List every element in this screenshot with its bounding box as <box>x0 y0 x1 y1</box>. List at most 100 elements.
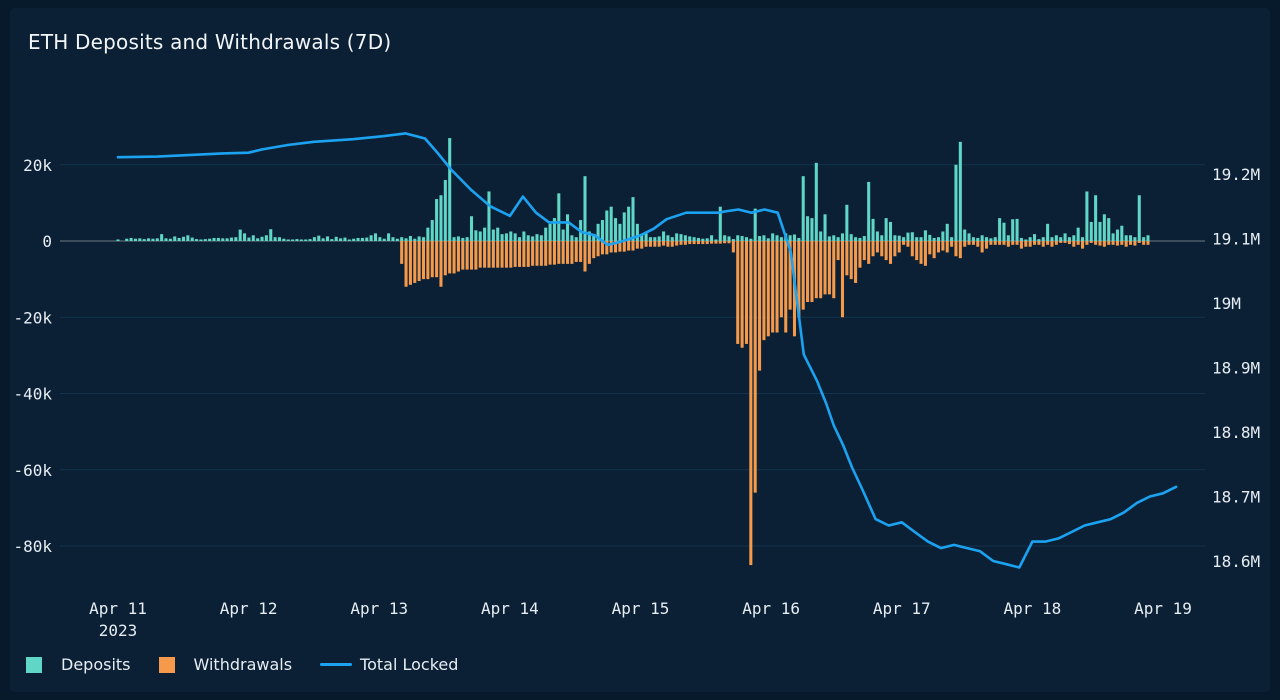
deposit-bar <box>522 231 526 241</box>
withdrawal-bar <box>936 241 941 253</box>
legend-label-deposits: Deposits <box>61 655 131 674</box>
withdrawal-bar <box>801 241 805 310</box>
withdrawal-bar <box>779 241 783 318</box>
deposit-bar <box>129 237 133 241</box>
withdrawal-bar <box>749 241 753 566</box>
withdrawal-bar <box>976 241 980 247</box>
deposit-bar <box>622 212 626 241</box>
withdrawal-bar <box>517 241 522 267</box>
deposit-bar <box>347 239 351 241</box>
deposit-bar <box>753 208 757 241</box>
withdrawal-bar <box>810 241 814 302</box>
withdrawal-bar <box>413 241 417 283</box>
deposit-bar <box>1142 237 1146 241</box>
y-left-tick-label: 0 <box>42 232 52 251</box>
deposit-bar <box>627 206 631 241</box>
withdrawal-bar <box>487 241 491 268</box>
withdrawal-bar <box>840 241 845 318</box>
deposit-bar <box>871 218 875 241</box>
deposit-bar <box>404 238 408 241</box>
withdrawal-bar <box>587 241 591 264</box>
withdrawal-bar <box>766 241 770 337</box>
withdrawal-bar <box>696 241 700 245</box>
withdrawal-bar <box>1054 241 1058 245</box>
withdrawal-bar <box>1032 241 1037 245</box>
withdrawal-bar <box>614 241 618 253</box>
deposit-bar <box>504 233 508 241</box>
withdrawal-bar <box>421 241 426 280</box>
withdrawal-bar <box>753 241 757 493</box>
deposit-bar <box>740 236 744 241</box>
deposits-swatch-icon <box>26 656 42 673</box>
deposit-bar <box>151 238 155 241</box>
deposit-bar <box>304 239 308 241</box>
withdrawal-bar <box>1089 241 1093 243</box>
withdrawal-bar <box>1046 241 1050 245</box>
legend-item-withdrawals[interactable]: Withdrawals <box>158 655 292 674</box>
chart-title: ETH Deposits and Withdrawals (7D) <box>28 30 392 54</box>
withdrawal-bar <box>522 241 526 267</box>
deposit-bar <box>125 238 129 241</box>
deposit-bar <box>330 239 334 241</box>
deposit-bar <box>998 218 1002 241</box>
deposit-bar <box>823 214 827 241</box>
deposit-bar <box>727 236 731 241</box>
withdrawal-bar <box>967 241 971 245</box>
deposit-bar <box>308 239 312 241</box>
deposit-bar <box>884 218 888 241</box>
withdrawal-bar <box>945 241 949 253</box>
withdrawal-bar <box>714 241 718 244</box>
deposit-bar <box>186 235 190 241</box>
withdrawal-bar <box>1028 241 1032 247</box>
y-right-tick-label: 19.1M <box>1212 230 1260 249</box>
deposit-bar <box>574 237 578 241</box>
legend-item-total-locked[interactable]: Total Locked <box>320 655 458 674</box>
withdrawal-bar <box>640 241 644 249</box>
deposit-bar <box>766 238 770 241</box>
withdrawal-bar <box>998 241 1002 245</box>
y-left-tick-label: -80k <box>13 537 52 556</box>
withdrawal-bar <box>548 241 552 265</box>
deposit-bar <box>1085 191 1089 241</box>
deposit-bar <box>688 236 692 241</box>
deposit-bar <box>1094 195 1098 241</box>
legend-item-deposits[interactable]: Deposits <box>26 655 131 674</box>
deposit-bar <box>1019 237 1023 241</box>
deposit-bar <box>561 229 565 241</box>
deposit-bar <box>421 237 426 241</box>
deposit-bar <box>714 239 718 241</box>
deposit-bar <box>256 238 260 241</box>
deposit-bar <box>312 237 316 241</box>
withdrawal-bar <box>631 241 635 251</box>
deposit-bar <box>360 237 364 241</box>
deposit-bar <box>963 229 967 241</box>
withdrawal-bar <box>653 241 657 247</box>
withdrawal-bar <box>456 241 460 272</box>
deposit-bar <box>1067 237 1071 241</box>
deposit-bar <box>814 162 818 241</box>
deposit-bar <box>1081 237 1085 241</box>
x-tick-label: Apr 13 <box>350 599 408 618</box>
withdrawal-bar <box>483 241 487 268</box>
deposit-bar <box>177 237 181 241</box>
withdrawal-bar <box>1072 241 1076 247</box>
withdrawal-bar <box>509 241 513 268</box>
withdrawal-bar <box>1063 241 1067 243</box>
withdrawal-bar <box>1041 241 1045 247</box>
deposit-bar <box>849 234 853 241</box>
withdrawal-bar <box>910 241 914 257</box>
deposit-bar <box>295 239 299 241</box>
withdrawal-bar <box>819 241 823 299</box>
deposit-bar <box>1089 221 1093 241</box>
deposit-bar <box>600 220 604 241</box>
withdrawal-bar <box>408 241 412 285</box>
deposit-bar <box>670 237 674 241</box>
withdrawal-bar <box>740 241 744 348</box>
withdrawal-bar <box>762 241 766 341</box>
withdrawal-bar <box>552 241 556 265</box>
x-year-label: 2023 <box>99 621 138 640</box>
deposit-bar <box>1107 218 1111 241</box>
withdrawal-bar <box>544 241 548 266</box>
x-tick-label: Apr 17 <box>873 599 931 618</box>
deposit-bar <box>705 238 709 241</box>
